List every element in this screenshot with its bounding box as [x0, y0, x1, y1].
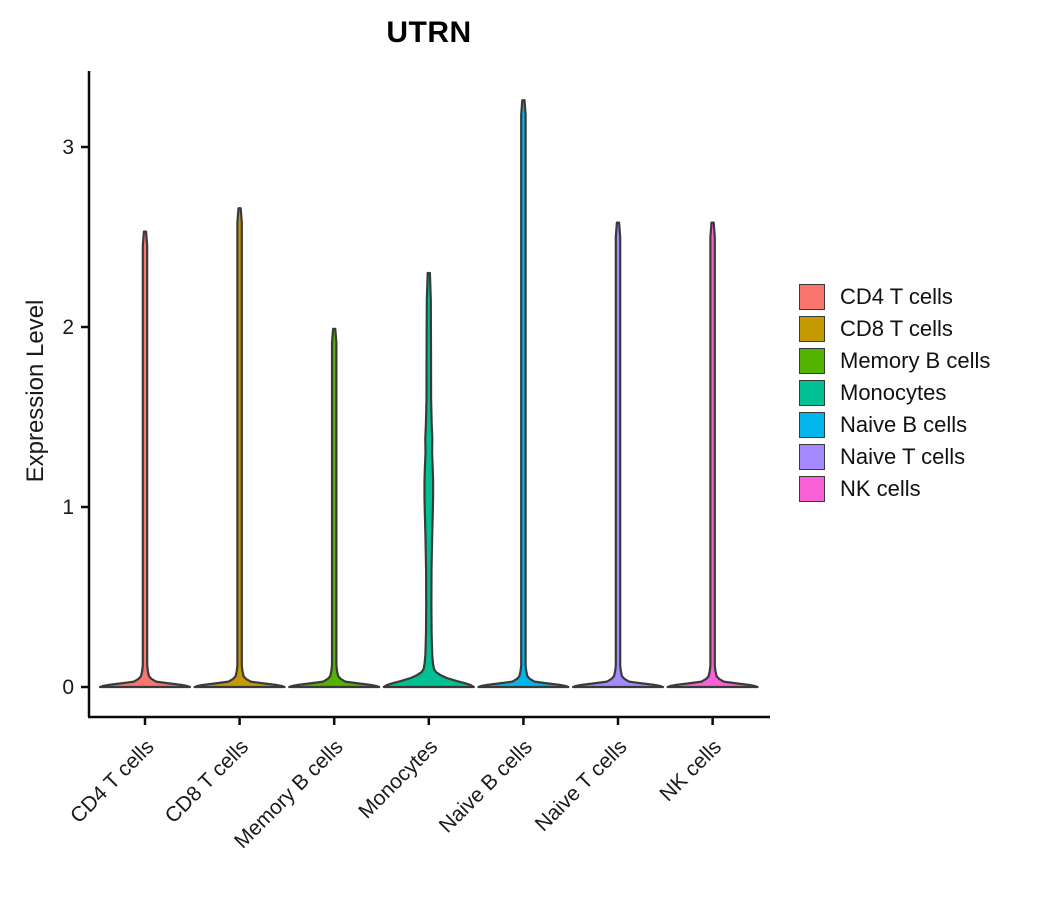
- legend-label: Memory B cells: [840, 348, 991, 373]
- y-tick-label: 2: [62, 316, 74, 339]
- legend: CD4 T cells CD8 T cells Memory B cells Mono…: [799, 283, 990, 502]
- legend-swatch-icon: [799, 475, 825, 502]
- legend-label: Monocytes: [840, 380, 947, 405]
- x-tick-label: CD4 T cells: [66, 735, 158, 827]
- legend-swatch-icon: [799, 283, 825, 310]
- x-tick-label: NK cells: [655, 735, 726, 806]
- legend-swatch-icon: [799, 443, 825, 470]
- legend-item: Naive T cells: [799, 443, 990, 470]
- violin-cd4-t-cells: [98, 230, 192, 689]
- legend-label: CD4 T cells: [840, 284, 953, 309]
- legend-swatch-icon: [799, 379, 825, 406]
- legend-item: Naive B cells: [799, 411, 990, 438]
- legend-item: CD8 T cells: [799, 315, 990, 342]
- chart-title: UTRN: [386, 16, 472, 49]
- legend-label: Naive B cells: [840, 412, 968, 437]
- y-tick-label: 1: [62, 496, 74, 519]
- legend-item: NK cells: [799, 475, 990, 502]
- x-tick-label: Monocytes: [354, 735, 442, 823]
- legend-item: CD4 T cells: [799, 283, 990, 310]
- x-tick-label: Naive B cells: [435, 735, 537, 837]
- violin-naive-t-cells: [571, 221, 665, 689]
- violin-naive-b-cells: [477, 99, 570, 689]
- legend-label: Naive T cells: [840, 444, 966, 469]
- y-tick-label: 3: [62, 136, 74, 159]
- x-tick-label: Naive T cells: [531, 735, 632, 836]
- x-tick-label: CD8 T cells: [161, 735, 253, 827]
- legend-swatch-icon: [799, 347, 825, 374]
- y-tick-label: 0: [62, 676, 74, 699]
- legend-swatch-icon: [799, 411, 825, 438]
- legend-label: NK cells: [840, 476, 921, 501]
- violin-monocytes: [382, 271, 475, 689]
- legend-item: Memory B cells: [799, 347, 990, 374]
- violin-cd8-t-cells: [193, 207, 286, 689]
- violin-memory-b-cells: [288, 327, 381, 689]
- violin-nk-cells: [666, 221, 759, 689]
- legend-item: Monocytes: [799, 379, 990, 406]
- legend-swatch-icon: [799, 315, 825, 342]
- legend-label: CD8 T cells: [840, 316, 953, 341]
